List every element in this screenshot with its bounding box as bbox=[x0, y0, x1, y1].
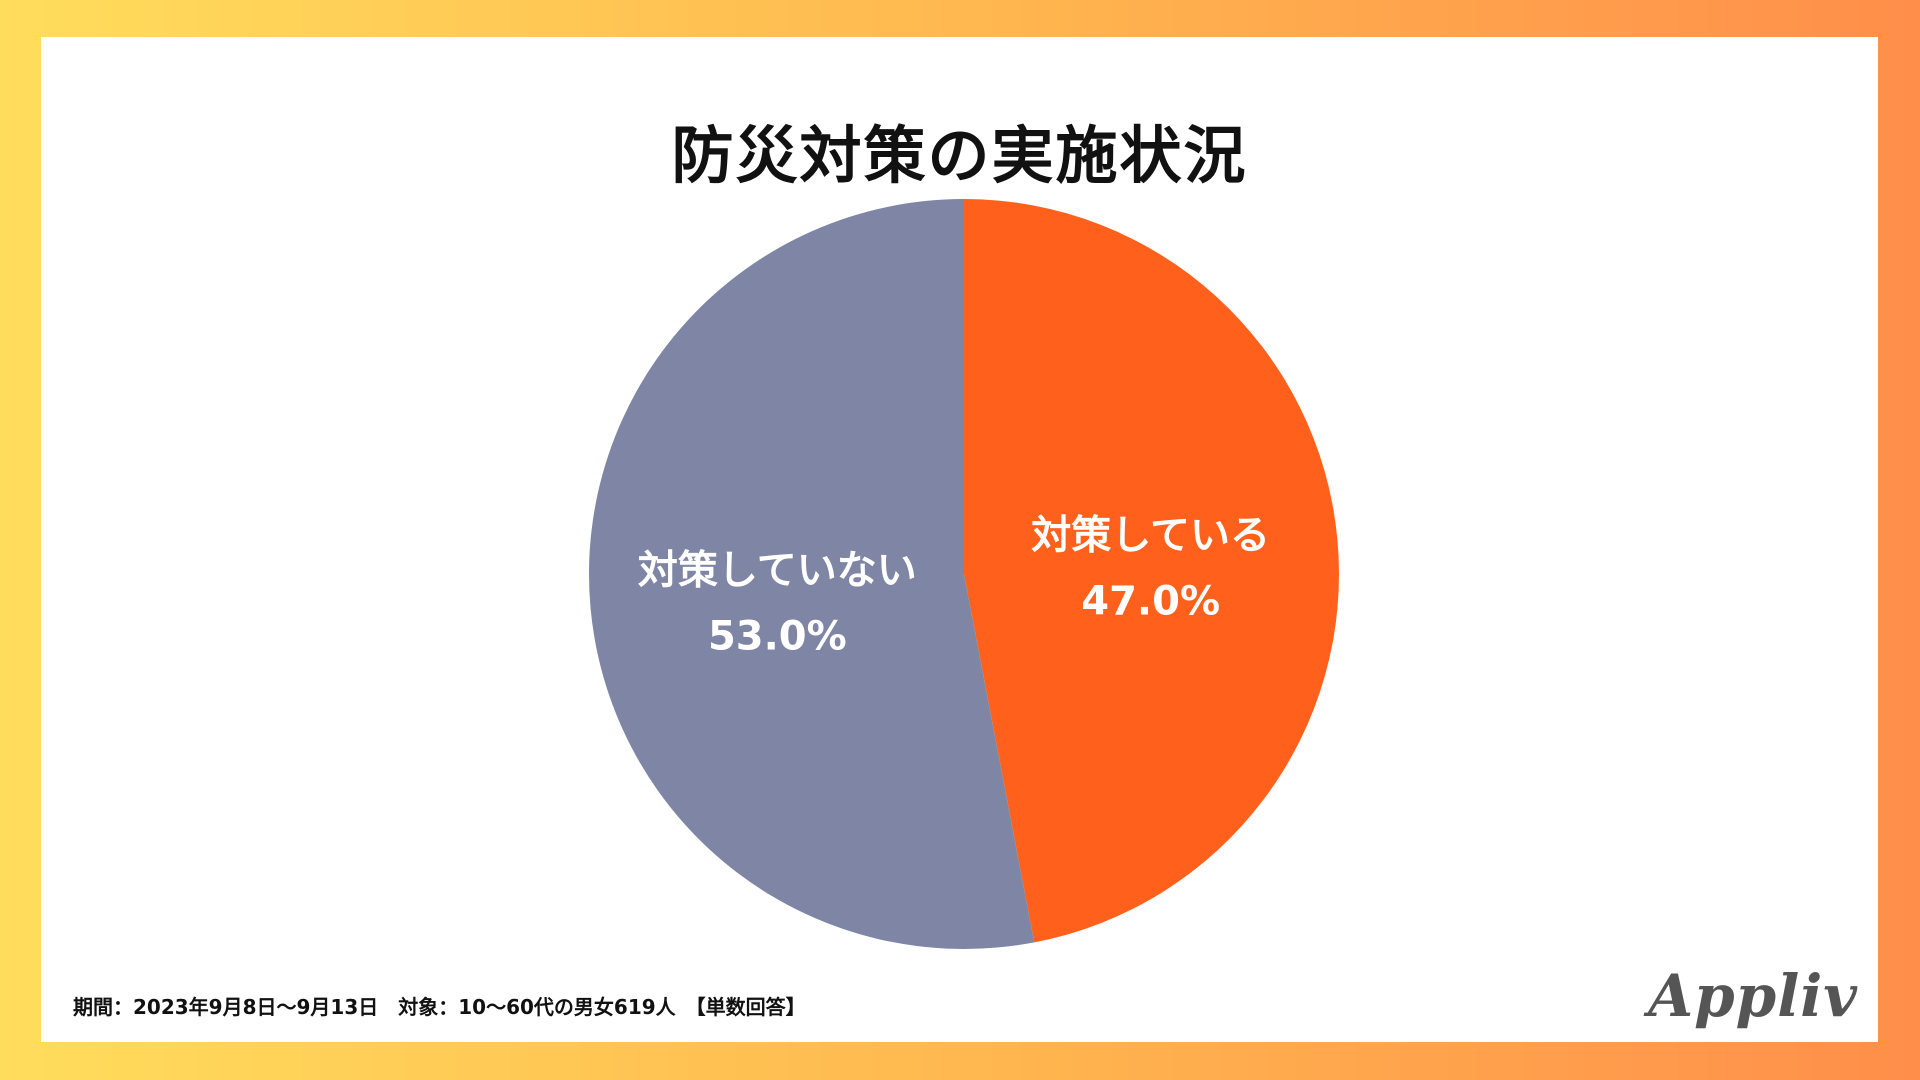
pie-slices bbox=[589, 199, 1340, 949]
pie-labels: 対策している 47.0% 対策していない 53.0% bbox=[638, 512, 1270, 659]
slice-label-2: 対策していない bbox=[638, 548, 917, 594]
pie-slice-1 bbox=[964, 199, 1340, 943]
chart-title: 防災対策の実施状況 bbox=[671, 119, 1248, 192]
appliv-logo: Appliv bbox=[1648, 962, 1858, 1030]
slice-value-2: 53.0% bbox=[708, 614, 847, 660]
slice-value-1: 47.0% bbox=[1081, 578, 1220, 624]
pie-chart: 対策している 47.0% 対策していない 53.0% bbox=[589, 199, 1340, 949]
slice-label-1: 対策している bbox=[1031, 512, 1270, 558]
survey-note: 期間：2023年9月8日〜9月13日 対象：10〜60代の男女619人 【単数回… bbox=[73, 995, 806, 1019]
pie-slice-2 bbox=[589, 199, 1035, 949]
chart-card: 防災対策の実施状況 対策している 47.0% 対策していない 53.0% 期間：202… bbox=[41, 37, 1878, 1042]
